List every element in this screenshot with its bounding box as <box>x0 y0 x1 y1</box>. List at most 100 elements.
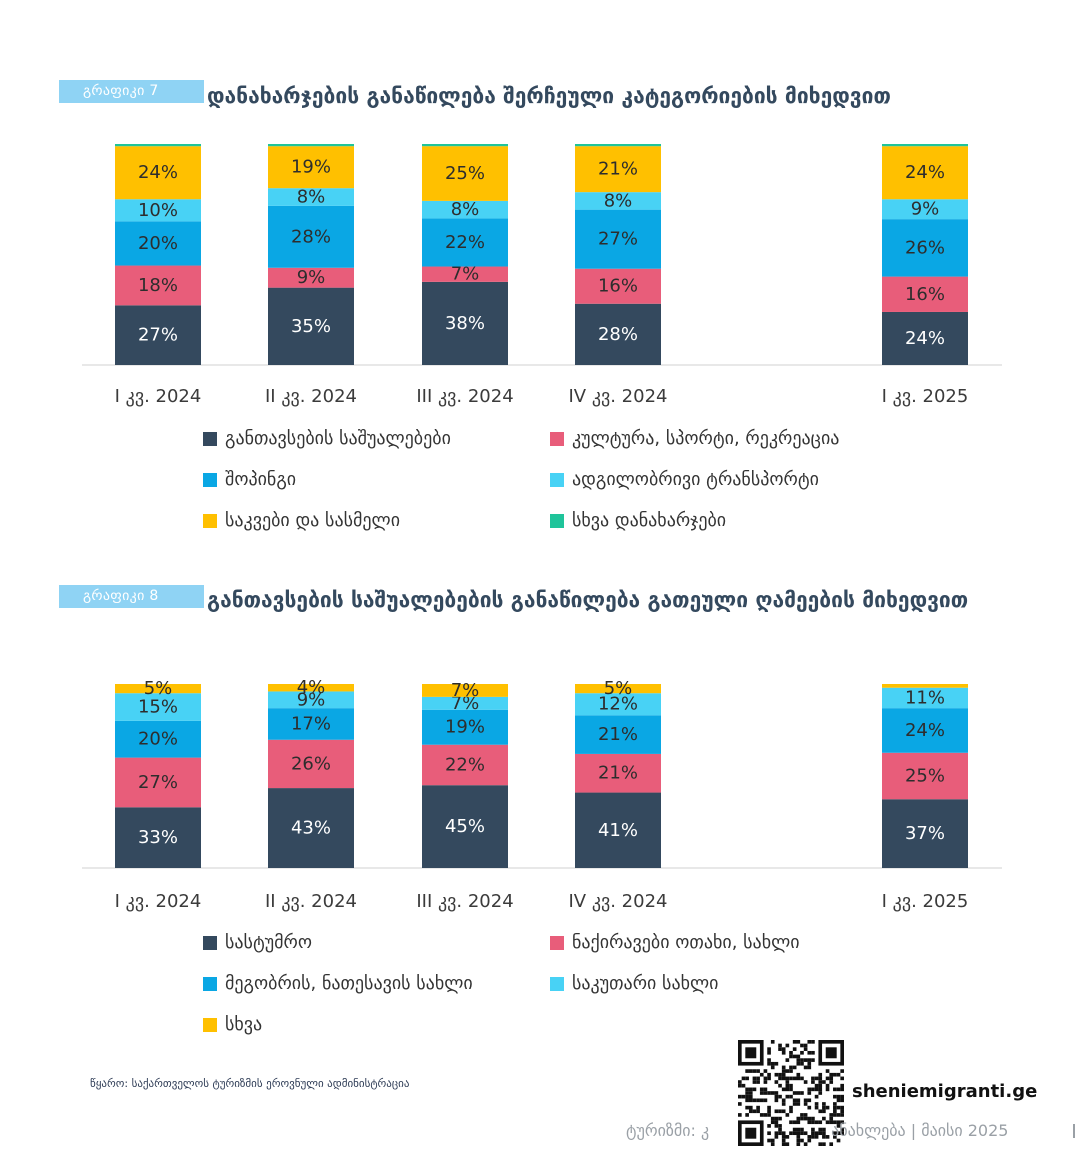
bar-segment <box>575 753 661 793</box>
footer-label: ტურიზმი: კ <box>626 1121 710 1140</box>
bar-segment <box>422 266 508 282</box>
qr-module <box>767 1105 771 1110</box>
qr-module <box>796 1091 801 1095</box>
qr-module <box>807 1040 812 1044</box>
qr-module <box>752 1076 757 1081</box>
qr-module <box>836 1098 841 1103</box>
qr-module <box>789 1050 793 1055</box>
qr-module <box>833 1105 837 1110</box>
qr-module <box>748 1098 753 1103</box>
qr-module <box>792 1131 797 1136</box>
category-label: III კვ. 2024 <box>416 386 513 407</box>
qr-module <box>814 1120 819 1125</box>
data-label: 43% <box>291 818 331 839</box>
qr-module <box>807 1050 812 1055</box>
site-url: sheniemigranti.ge <box>852 1081 1038 1102</box>
qr-module <box>785 1076 790 1081</box>
qr-module <box>822 1105 826 1110</box>
bar-segment <box>422 218 508 267</box>
qr-module <box>818 1109 823 1114</box>
qr-module <box>836 1072 841 1077</box>
qr-module <box>781 1050 786 1055</box>
qr-module <box>818 1087 823 1092</box>
qr-module <box>836 1113 841 1117</box>
qr-module <box>759 1091 764 1095</box>
data-label: 27% <box>138 772 178 793</box>
qr-module <box>752 1069 757 1073</box>
qr-module <box>785 1058 790 1062</box>
qr-module <box>789 1131 793 1136</box>
qr-module <box>759 1113 764 1117</box>
qr-module <box>756 1098 760 1103</box>
qr-module <box>759 1072 764 1077</box>
qr-module <box>774 1094 779 1099</box>
legend-label: საკვები და სასმელი <box>225 510 401 531</box>
qr-module <box>836 1124 841 1128</box>
legend-label: ნაქირავები ოთახი, სახლი <box>572 932 800 953</box>
legend-label: ადგილობრივი ტრანსპორტი <box>572 469 819 490</box>
qr-module <box>829 1120 834 1125</box>
legend-swatch <box>203 472 217 487</box>
qr-module <box>785 1083 790 1088</box>
qr-module <box>778 1047 782 1051</box>
legend-label: საკუთარი სახლი <box>572 973 719 994</box>
qr-module <box>800 1043 804 1048</box>
qr-module <box>822 1116 826 1121</box>
qr-module <box>822 1109 826 1114</box>
qr-module <box>811 1087 815 1092</box>
data-label: 8% <box>451 199 480 220</box>
qr-module <box>822 1127 826 1132</box>
qr-code-icon <box>738 1040 844 1146</box>
qr-module <box>778 1116 782 1121</box>
data-label: 9% <box>911 199 940 220</box>
legend-label: განთავსების საშუალებები <box>225 428 451 449</box>
qr-module <box>811 1120 815 1125</box>
bar-segment <box>882 199 968 220</box>
qr-module <box>836 1087 841 1092</box>
qr-module <box>748 1087 753 1092</box>
qr-module <box>796 1072 801 1077</box>
qr-module <box>767 1091 771 1095</box>
legend-label: სხვა დანახარჯები <box>572 510 727 531</box>
legend-label: სხვა <box>225 1014 263 1035</box>
qr-module <box>789 1054 793 1059</box>
qr-module <box>833 1135 837 1139</box>
qr-module <box>774 1080 779 1084</box>
data-label: 4% <box>297 677 326 698</box>
qr-module <box>840 1098 844 1103</box>
qr-module <box>752 1087 757 1092</box>
data-label: 7% <box>451 680 480 701</box>
qr-module <box>763 1091 768 1095</box>
bar-segment <box>422 144 508 147</box>
qr-module <box>778 1127 782 1132</box>
qr-module <box>785 1080 790 1084</box>
data-label: 16% <box>598 276 638 297</box>
data-label: 26% <box>291 753 331 774</box>
bar-segment <box>115 693 201 721</box>
qr-module <box>800 1138 804 1143</box>
qr-module <box>796 1120 801 1125</box>
qr-module <box>763 1113 768 1117</box>
data-label: 22% <box>445 754 485 775</box>
qr-module <box>789 1065 793 1070</box>
data-label: 11% <box>905 687 945 708</box>
qr-module <box>778 1083 782 1088</box>
qr-module <box>829 1142 834 1146</box>
qr-module <box>774 1120 779 1125</box>
qr-module <box>748 1091 753 1095</box>
data-label: 16% <box>905 284 945 305</box>
qr-module <box>770 1120 775 1125</box>
bar-segment <box>882 311 968 365</box>
data-label: 21% <box>598 159 638 180</box>
qr-module <box>792 1120 797 1125</box>
qr-module <box>836 1120 841 1125</box>
data-label: 8% <box>604 190 633 211</box>
qr-module <box>792 1054 797 1059</box>
bar-segment <box>882 708 968 753</box>
qr-module <box>785 1043 790 1048</box>
qr-module <box>840 1109 844 1114</box>
qr-module <box>822 1102 826 1106</box>
data-label: 12% <box>598 694 638 715</box>
qr-module <box>807 1138 812 1143</box>
bar-segment <box>575 303 661 365</box>
